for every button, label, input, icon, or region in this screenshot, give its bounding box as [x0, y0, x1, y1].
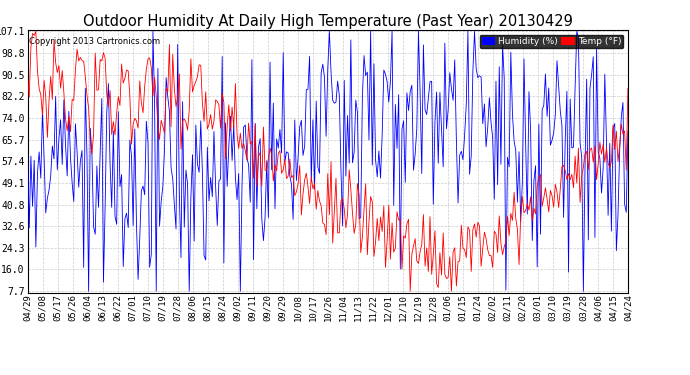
Text: Copyright 2013 Cartronics.com: Copyright 2013 Cartronics.com — [30, 37, 161, 46]
Legend: Humidity (%), Temp (°F): Humidity (%), Temp (°F) — [480, 34, 623, 48]
Title: Outdoor Humidity At Daily High Temperature (Past Year) 20130429: Outdoor Humidity At Daily High Temperatu… — [83, 14, 573, 29]
